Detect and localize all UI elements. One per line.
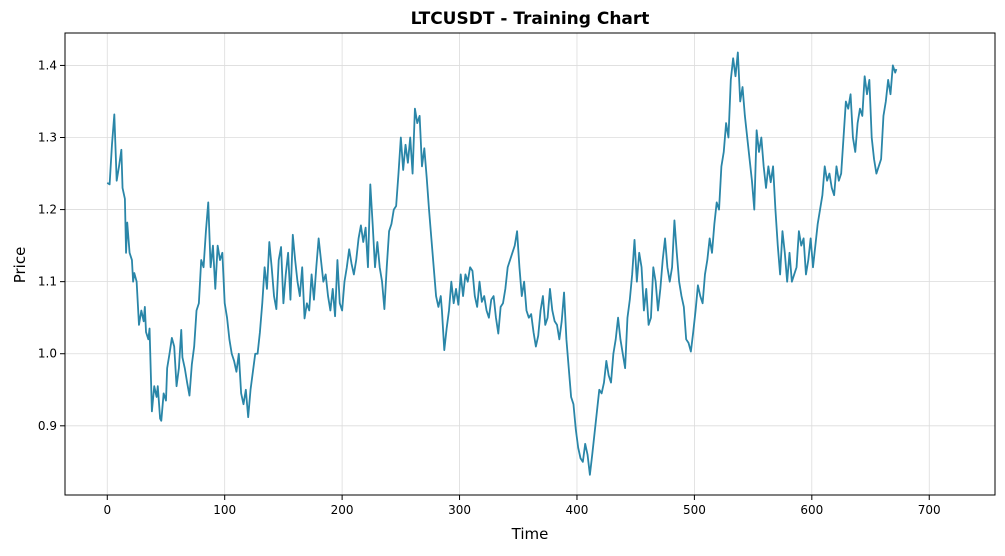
x-tick-label: 100 — [213, 503, 236, 517]
x-tick-label: 700 — [918, 503, 941, 517]
chart-title: LTCUSDT - Training Chart — [411, 9, 650, 29]
y-tick-label: 1.1 — [38, 275, 57, 289]
y-tick-label: 1.0 — [38, 347, 57, 361]
y-tick-label: 1.3 — [38, 131, 57, 145]
y-axis-ticks: 0.9 1.0 1.1 1.2 1.3 1.4 — [38, 58, 65, 433]
x-tick-label: 0 — [103, 503, 111, 517]
x-tick-label: 300 — [448, 503, 471, 517]
y-tick-label: 1.2 — [38, 203, 57, 217]
y-tick-label: 1.4 — [38, 58, 57, 72]
x-tick-label: 400 — [566, 503, 589, 517]
grid — [65, 33, 995, 495]
x-tick-label: 500 — [683, 503, 706, 517]
plot-area-frame — [64, 32, 996, 496]
x-axis-title: Time — [511, 525, 549, 543]
y-tick-label: 0.9 — [38, 419, 57, 433]
series-layer — [106, 51, 898, 476]
x-axis-ticks: 0 100 200 300 400 500 600 700 — [103, 495, 941, 517]
x-tick-label: 200 — [331, 503, 354, 517]
y-axis-title: Price — [11, 247, 29, 284]
price-series-line — [106, 51, 898, 476]
x-tick-label: 600 — [800, 503, 823, 517]
